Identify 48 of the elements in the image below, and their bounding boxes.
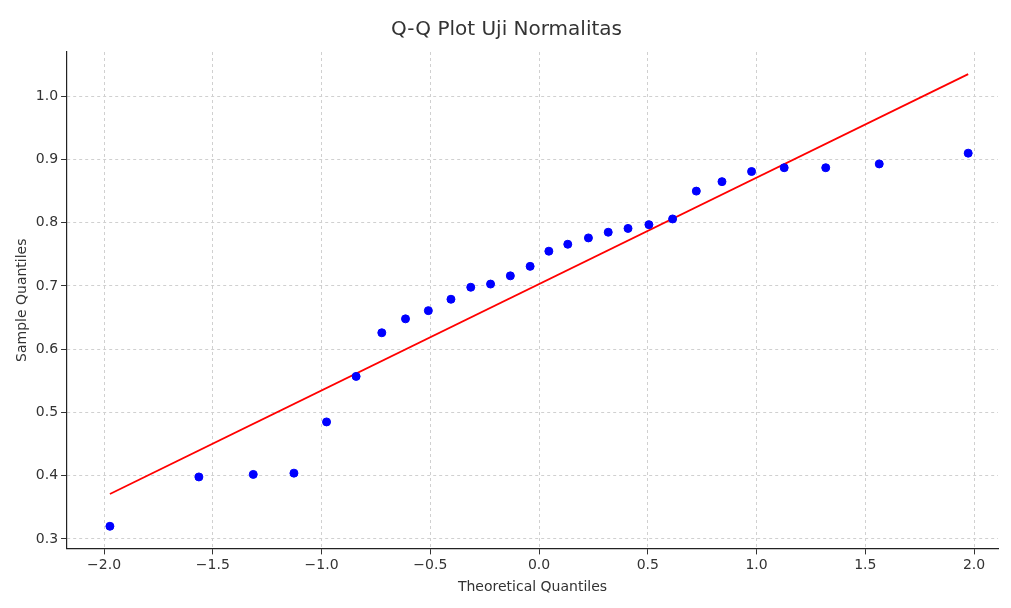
x-tick-label: 0.5 <box>636 556 659 573</box>
x-tick-label: 2.0 <box>962 556 986 573</box>
x-tick-label: 1.0 <box>745 556 768 573</box>
point <box>486 279 496 289</box>
x-tick-label: −0.5 <box>413 556 448 573</box>
point <box>821 163 831 173</box>
point <box>963 148 973 158</box>
point <box>874 159 884 169</box>
point <box>717 177 727 187</box>
point <box>644 220 654 230</box>
point <box>466 282 476 292</box>
x-tick-label: 0.0 <box>527 556 551 573</box>
x-axis-title: Theoretical Quantiles <box>456 578 608 595</box>
point <box>583 233 593 243</box>
y-tick-label: 0.3 <box>35 529 59 546</box>
point <box>446 294 456 304</box>
chart-title: Q-Q Plot Uji Normalitas <box>391 16 622 41</box>
x-tick-label: 1.5 <box>854 556 877 573</box>
point <box>289 468 299 478</box>
point <box>544 246 554 256</box>
point <box>505 271 515 281</box>
point <box>322 417 332 427</box>
y-tick-label: 0.5 <box>35 403 59 420</box>
point <box>691 186 701 196</box>
point <box>105 521 115 531</box>
y-tick-label: 0.7 <box>35 276 59 293</box>
point <box>525 261 535 271</box>
point <box>194 472 204 482</box>
point <box>563 239 573 249</box>
point <box>603 227 613 237</box>
point <box>747 167 757 177</box>
point <box>779 163 789 173</box>
y-tick-label: 1.0 <box>35 86 59 103</box>
point <box>351 371 361 381</box>
point <box>423 306 433 316</box>
point <box>401 314 411 324</box>
point <box>248 469 258 479</box>
x-tick-label: −2.0 <box>87 556 122 573</box>
point <box>377 328 387 338</box>
y-tick-label: 0.4 <box>35 466 59 483</box>
y-axis-title: Sample Quantiles <box>13 238 30 362</box>
x-tick-label: −1.0 <box>304 556 339 573</box>
point <box>668 214 678 224</box>
y-tick-label: 0.6 <box>35 339 59 356</box>
y-tick-label: 0.8 <box>35 213 59 230</box>
y-tick-label: 0.9 <box>35 150 59 167</box>
point <box>623 223 633 233</box>
x-tick-label: −1.5 <box>195 556 230 573</box>
